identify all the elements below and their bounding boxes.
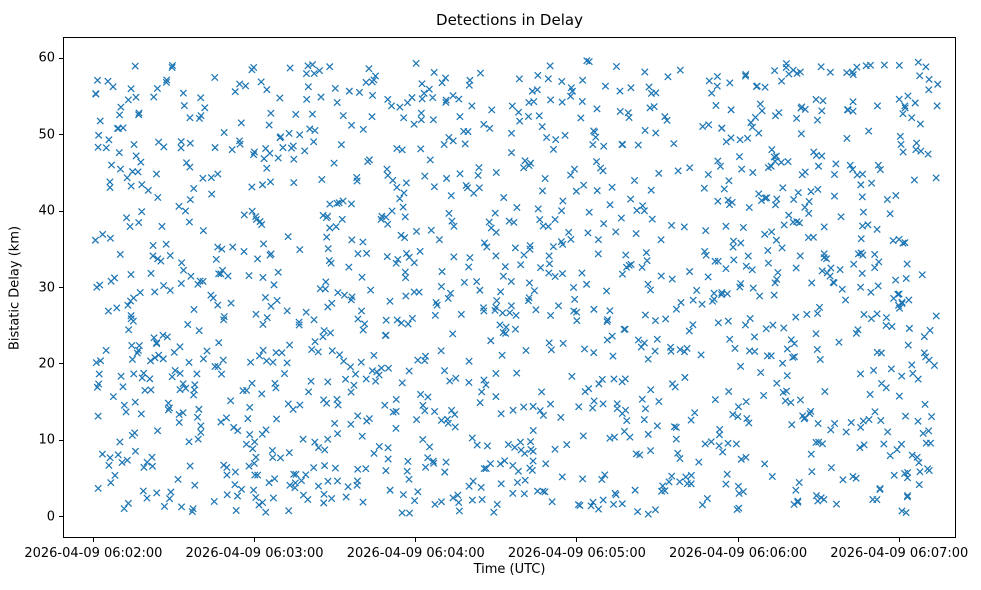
x-tick-mark (576, 538, 578, 542)
x-axis-label: Time (UTC) (473, 562, 546, 577)
x-tick-label: 2026-04-09 06:05:00 (507, 546, 646, 561)
x-tick-mark (92, 538, 94, 542)
plot-area (63, 37, 956, 538)
y-tick-mark (59, 363, 63, 365)
chart-title: Detections in Delay (436, 11, 583, 29)
x-tick-label: 2026-04-09 06:06:00 (669, 546, 808, 561)
y-tick-label: 50 (38, 127, 55, 143)
scatter-marker-path (91, 57, 942, 518)
x-tick-label: 2026-04-09 06:02:00 (24, 546, 163, 561)
y-tick-label: 30 (38, 280, 55, 295)
y-tick-label: 0 (46, 509, 55, 525)
y-tick-mark (59, 287, 63, 288)
x-tick-label: 2026-04-09 06:04:00 (346, 546, 485, 561)
x-tick-label: 2026-04-09 06:07:00 (830, 546, 969, 561)
y-tick-mark (59, 210, 63, 212)
scatter-points-layer (91, 57, 942, 518)
y-tick-label: 20 (38, 356, 55, 372)
y-tick-mark (59, 516, 63, 518)
y-tick-mark (59, 57, 63, 59)
x-tick-mark (898, 538, 900, 542)
x-tick-mark (737, 538, 739, 542)
y-tick-label: 10 (38, 432, 55, 448)
y-tick-label: 40 (38, 203, 55, 219)
y-tick-label: 60 (38, 50, 55, 66)
x-tick-mark (415, 538, 417, 542)
y-tick-mark (59, 134, 63, 136)
x-tick-label: 2026-04-09 06:03:00 (185, 546, 324, 561)
x-tick-mark (254, 538, 256, 542)
y-tick-mark (59, 439, 63, 441)
